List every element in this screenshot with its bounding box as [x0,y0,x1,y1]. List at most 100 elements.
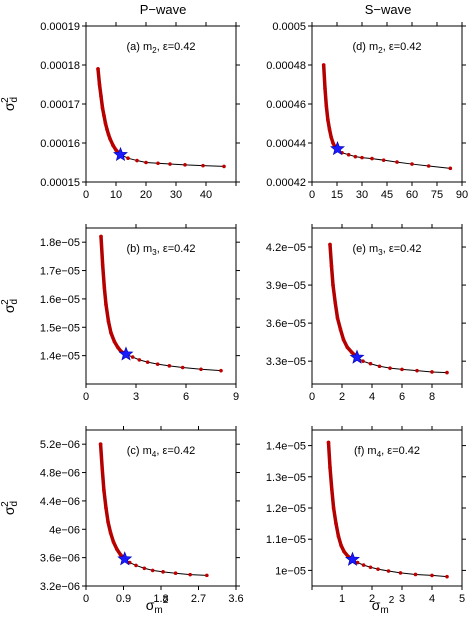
panel-f: 1 2 3 4 5 1e−05 1.1e−05 1.2e−05 1.3e−05 1.4e−05 (f… [266,426,466,616]
data-point [448,166,453,171]
y-axis-label: σd2 [0,299,20,313]
data-point [96,67,100,71]
x-tick-label: 6 [399,391,405,403]
y-tick-label: 3.6e−06 [40,553,80,565]
panels-group: 0 10 20 30 400.000150.000160.000170.000180.0… [0,21,468,616]
data-point [168,162,172,166]
data-point [102,113,106,118]
series-line-dense [328,242,359,360]
data-point [377,364,382,369]
panel-d: 0 15 30 45 60 75 90 0.00042 0.00044 0.00046 0.0004… [266,21,468,201]
x-tick-label: 3.6 [228,593,243,605]
data-point [105,127,109,132]
data-point [98,442,103,446]
data-point [370,156,374,161]
x-tick-label: 4 [369,391,375,403]
optimum-star-marker [345,551,360,566]
data-point [331,141,335,145]
series-line-dense [326,440,355,562]
plot-frame [311,227,463,385]
data-point [106,319,111,324]
y-tick-label: 3.2e−06 [40,581,80,593]
x-tick-label: 0 [83,593,89,605]
y-tick-label: 1e−05 [275,565,306,577]
y-tick-label: 3.9e−05 [266,280,306,292]
data-point [188,572,192,577]
x-tick-label: 60 [406,189,418,201]
data-point [219,368,223,373]
y-tick-label: 3.6e−05 [266,318,306,330]
data-point [353,154,358,159]
data-point [376,567,380,571]
data-point [205,573,209,578]
data-point [360,155,364,160]
y-tick-label: 0.00046 [266,99,306,111]
data-point [100,106,105,110]
data-point [115,547,119,551]
x-tick-label: 30 [170,189,182,201]
panel-b: 0 3 6 9 1.4e−05 1.5e−05 1.6e−05 1.7e−05 1.8e−05 (… [0,224,240,403]
optimum-star-marker [113,146,128,162]
optimum-star-marker [118,346,134,361]
data-point [106,132,111,137]
data-point [108,136,112,141]
data-point [127,560,132,565]
x-tick-label: 8 [429,391,435,403]
data-point [167,364,172,368]
y-tick-label: 1.6e−05 [40,294,80,306]
data-point [100,263,105,267]
data-point [150,568,155,573]
data-point [335,316,340,320]
data-point [111,143,115,148]
data-point [321,63,326,67]
plot-frame [85,227,237,385]
data-point [338,327,343,332]
data-point [134,563,138,568]
x-tick-label: 0.9 [116,593,131,605]
data-point [112,339,117,344]
data-point [135,158,139,163]
x-tick-label: 9 [233,391,239,403]
data-point [324,104,329,108]
data-point [126,156,130,161]
x-tick-label: 0 [309,391,315,403]
y-tick-label: 4.2e−05 [266,242,306,254]
x-tick-label: 90 [456,189,468,201]
x-tick-label: 75 [431,189,443,201]
x-tick-label: 2.7 [191,593,206,605]
data-point [368,361,373,366]
y-tick-label: 4e−06 [49,524,80,536]
panel-annotation: (f) m4, ε=0.42 [354,445,420,459]
data-point [323,86,327,91]
y-tick-label: 1.3e−05 [266,472,306,484]
y-tick-label: 0.00019 [40,21,80,33]
data-point [161,570,165,574]
data-point [102,488,106,493]
data-point [130,355,135,359]
data-point [144,160,148,165]
data-point [115,345,120,349]
x-tick-label: 10 [110,189,122,201]
y-tick-label: 0.00018 [40,60,80,72]
data-point [430,573,434,578]
x-tick-label: 1 [339,593,345,605]
optimum-star-marker [349,349,365,364]
data-point [201,163,205,168]
data-point [410,162,414,166]
data-point [111,540,116,544]
data-point [100,467,105,471]
series-line-dense [99,234,128,356]
y-tick-label: 0.00042 [266,177,306,189]
data-point [400,367,404,372]
data-point [430,370,434,374]
panel-a: 0 10 20 30 40 0.00015 0.00016 0.00017 0.00018 0.0… [0,21,240,201]
y-tick-label: 0.00048 [266,60,306,72]
data-point [102,285,107,290]
data-point [368,565,373,570]
x-axis-label: σm2 [372,595,395,616]
panel-annotation: (c) m4, ε=0.42 [127,445,196,459]
data-point [388,366,392,370]
data-point [142,566,147,571]
data-point [97,82,102,87]
